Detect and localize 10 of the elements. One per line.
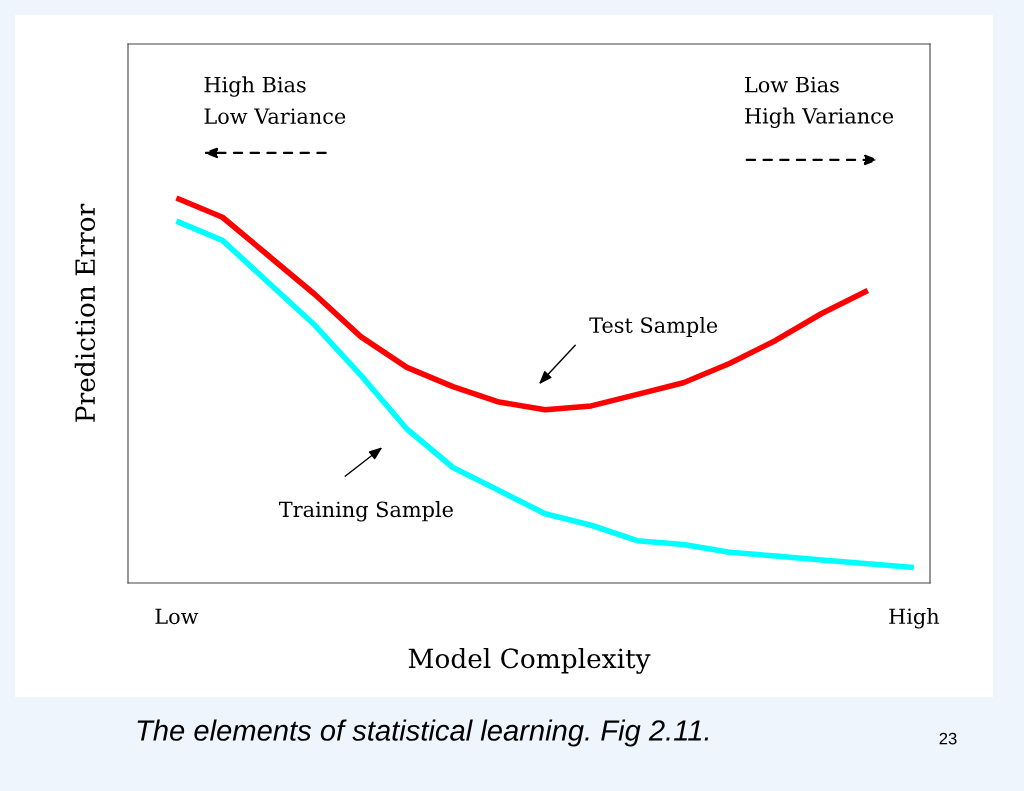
text: Low Bias High Variance bbox=[745, 76, 894, 129]
x-tick-label: Low bbox=[155, 608, 199, 625]
annotation: Test Sample bbox=[589, 316, 718, 338]
text: 23 bbox=[939, 732, 957, 745]
y-axis-title: Prediction Error bbox=[74, 203, 96, 422]
x-tick-label: High bbox=[889, 608, 940, 629]
x-axis-title: Model Complexity bbox=[408, 647, 651, 674]
annotation: Training Sample bbox=[278, 501, 453, 522]
text: The elements of statistical learning. Fig 2.11. bbox=[137, 719, 709, 747]
text: High Bias Low Variance bbox=[204, 76, 346, 125]
